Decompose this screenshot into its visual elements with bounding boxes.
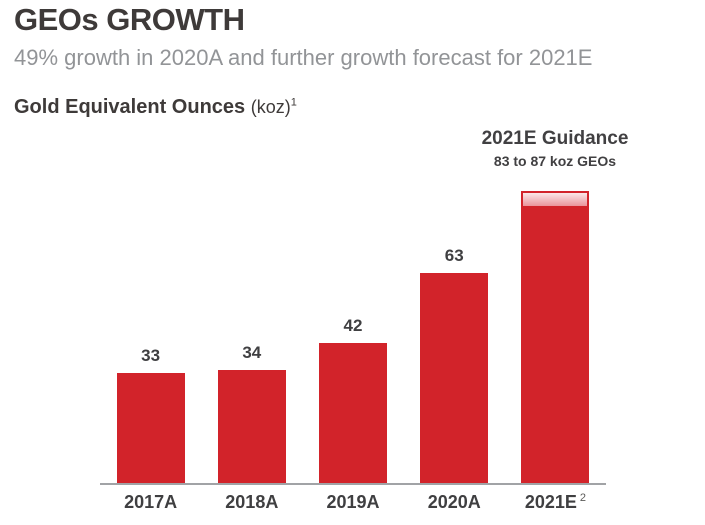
bar-slot-2019a: 42 (302, 183, 403, 483)
bar-value-label-2017a: 33 (141, 346, 161, 365)
x-axis-label-2020a: 2020A (427, 492, 481, 512)
bar-2017a (116, 373, 185, 483)
page-subtitle: 49% growth in 2020A and further growth f… (14, 45, 593, 70)
bar-2020a (420, 273, 489, 483)
bar-chart: 33 34 42 63 (100, 183, 606, 485)
chart-title: Gold Equivalent Ounces (koz)1 (14, 96, 297, 119)
x-axis-label-2019a: 2019A (326, 492, 380, 512)
bar-2019a (319, 343, 387, 483)
bar-value-label-2018a: 34 (242, 343, 262, 362)
footnote-marker-2: 2 (579, 492, 586, 504)
x-axis-label-2021e: 2021E 2 (524, 492, 586, 512)
bar-2021e (521, 206, 590, 483)
bar-2018a (217, 370, 286, 483)
bar-slot-2017a: 33 (100, 183, 201, 483)
bar-slot-2021e (505, 183, 606, 483)
chart-title-main: Gold Equivalent Ounces (14, 96, 246, 118)
bar-slot-2020a: 63 (404, 183, 505, 483)
guidance-range-cap (521, 191, 590, 206)
page-title: GEOs GROWTH (14, 2, 245, 37)
guidance-range: 83 to 87 koz GEOs (493, 152, 617, 169)
bar-value-label-2019a: 42 (343, 316, 363, 335)
footnote-marker-1: 1 (290, 96, 297, 109)
x-axis-label-2018a: 2018A (225, 492, 279, 512)
x-axis-label-2017a: 2017A (124, 492, 178, 512)
guidance-title: 2021E Guidance (481, 128, 629, 149)
chart-title-unit: (koz) (250, 97, 291, 117)
bar-value-label-2020a: 63 (444, 246, 464, 265)
bar-slot-2018a: 34 (201, 183, 302, 483)
guidance-annotation: 2021E Guidance 83 to 87 koz GEOs (455, 128, 655, 169)
x-axis-labels: 2017A 2018A 2019A 2020A 2021E 2 (100, 492, 606, 513)
